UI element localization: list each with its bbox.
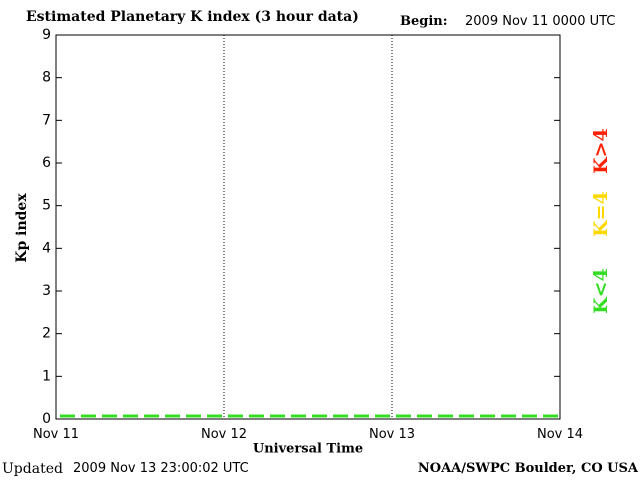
y-tick-label: 4: [42, 240, 51, 256]
y-tick-label: 2: [42, 326, 51, 342]
x-tick-label: Nov 12: [201, 427, 247, 442]
y-tick-label: 1: [42, 368, 51, 384]
y-axis-label: Kp index: [14, 193, 30, 263]
begin-date: 2009 Nov 11 0000 UTC: [465, 14, 616, 29]
x-axis-label: Universal Time: [252, 441, 364, 457]
legend-k-equal-4: K=4: [590, 191, 612, 237]
x-tick-label: Nov 13: [369, 427, 415, 442]
plot-frame: [55, 34, 561, 420]
updated-label: Updated: [2, 461, 63, 477]
x-tick-label: Nov 14: [537, 427, 583, 442]
y-tick-label: 8: [42, 70, 51, 86]
chart-title: Estimated Planetary K index (3 hour data…: [26, 9, 359, 25]
y-tick-label: 7: [42, 112, 51, 128]
y-tick-label: 5: [42, 198, 51, 214]
legend-k-less-4: K<4: [590, 268, 612, 314]
updated-timestamp: 2009 Nov 13 23:00:02 UTC: [73, 461, 249, 476]
credit-text: NOAA/SWPC Boulder, CO USA: [417, 461, 638, 476]
x-tick-label: Nov 11: [33, 427, 79, 442]
y-tick-label: 6: [42, 155, 51, 171]
y-tick-label: 9: [42, 27, 51, 43]
legend-k-greater-4: K>4: [590, 128, 612, 174]
begin-label: Begin:: [400, 14, 448, 29]
y-tick-label: 3: [42, 283, 51, 299]
y-tick-label: 0: [42, 411, 51, 427]
